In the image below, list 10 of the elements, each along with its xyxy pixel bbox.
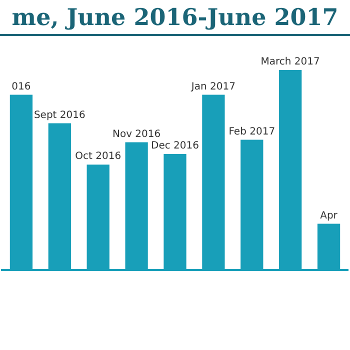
x-tick-label: Oct 2016	[75, 151, 122, 162]
chart-title: me, June 2016-June 2017	[10, 4, 340, 31]
x-tick-label: Nov 2016	[112, 128, 161, 140]
x-tick-label: Dec 2016	[151, 140, 199, 152]
x-tick-label: Sept 2016	[34, 110, 86, 121]
x-tick-label: Jan 2017	[190, 81, 236, 92]
x-tick-label: March 2017	[260, 56, 320, 68]
x-tick-label: Feb 2017	[228, 126, 276, 138]
x-tick-label: Apr	[320, 210, 338, 222]
x-tick-label: 016	[12, 81, 31, 92]
